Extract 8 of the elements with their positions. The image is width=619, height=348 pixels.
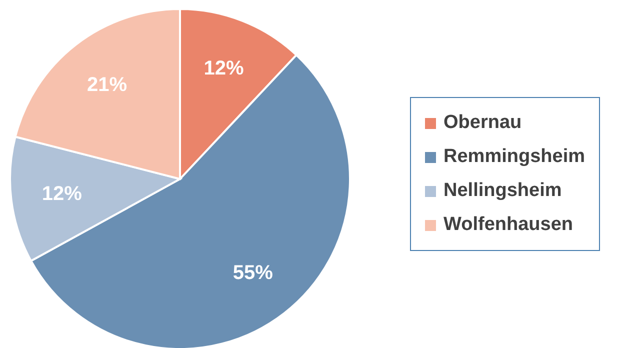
- data-label: 12%: [42, 182, 82, 205]
- legend-label: Wolfenhausen: [444, 214, 574, 236]
- legend-label: Obernau: [444, 112, 522, 134]
- data-label: 12%: [204, 57, 244, 80]
- legend-label: Nellingsheim: [444, 180, 562, 202]
- legend-label: Remmingsheim: [444, 146, 585, 168]
- data-label: 21%: [87, 74, 128, 96]
- data-label: 55%: [232, 262, 274, 284]
